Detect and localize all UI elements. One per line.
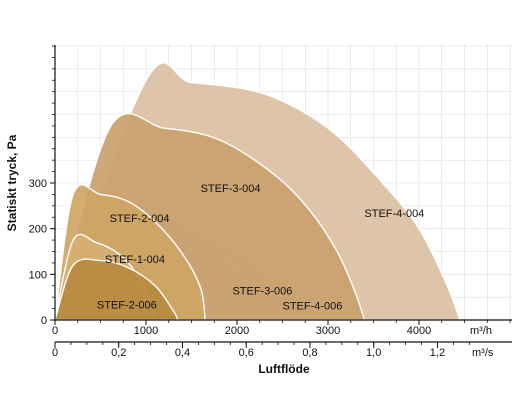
x-tick-label: 3000 xyxy=(316,325,340,337)
x-tick-label: 4000 xyxy=(407,325,431,337)
x2-tick-label: 0 xyxy=(52,347,58,359)
x2-tick-label: 0,4 xyxy=(175,347,190,359)
x2-tick-label: 1,0 xyxy=(366,347,381,359)
x2-tick-label: 0,8 xyxy=(302,347,317,359)
x-unit-m3s: m³/s xyxy=(472,347,494,359)
y-tick-label: 0 xyxy=(41,315,47,327)
tick-labels: 0 1000 2000 3000 4000 0 0,2 0,4 0,6 0,8 1,0 1,2 0 100… xyxy=(29,178,445,359)
y-tick-label: 100 xyxy=(29,269,47,281)
label-stef-2-004: STEF-2-004 xyxy=(110,213,170,225)
axes xyxy=(50,45,512,348)
x-tick-label: 0 xyxy=(52,325,58,337)
y-axis-title: Statiskt tryck, Pa xyxy=(5,134,19,231)
x-axis-title: Luftflöde xyxy=(258,362,310,376)
x-tick-label: 1000 xyxy=(134,325,158,337)
label-stef-4-006: STEF-4-006 xyxy=(283,300,343,312)
label-stef-3-004: STEF-3-004 xyxy=(201,183,261,195)
x-unit-m3h: m³/h xyxy=(470,325,492,337)
x2-tick-label: 0,6 xyxy=(239,347,254,359)
label-stef-2-006: STEF-2-006 xyxy=(97,300,157,312)
area-stef-2-006 xyxy=(54,258,179,321)
x2-tick-label: 0,2 xyxy=(111,347,126,359)
label-stef-4-004: STEF-4-004 xyxy=(364,208,424,220)
y-tick-label: 200 xyxy=(29,224,47,236)
label-stef-3-006: STEF-3-006 xyxy=(232,285,292,297)
x2-tick-label: 1,2 xyxy=(430,347,445,359)
x-tick-label: 2000 xyxy=(225,325,249,337)
performance-areas xyxy=(53,62,461,321)
label-stef-1-004: STEF-1-004 xyxy=(105,254,165,266)
y-tick-label: 300 xyxy=(29,178,47,190)
series-labels: STEF-4-006 STEF-3-006 STEF-4-004 STEF-3-004… xyxy=(97,183,424,312)
